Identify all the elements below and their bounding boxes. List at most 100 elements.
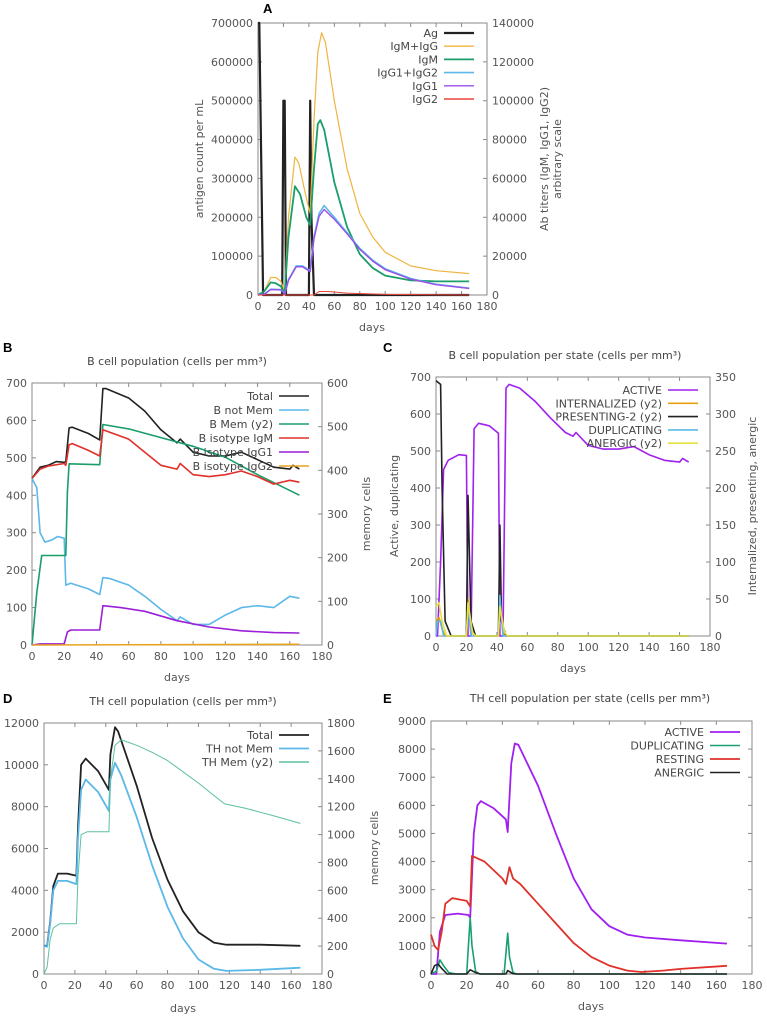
y-tick-label: 6000 [11, 843, 39, 856]
y-tick-label: 2000 [11, 926, 39, 939]
legend-label: PRESENTING-2 (y2) [555, 411, 662, 424]
y-tick-label: 0 [20, 639, 27, 652]
series-line-igg1 [257, 208, 470, 296]
legend-label: TH Mem (y2) [201, 756, 273, 769]
legend-label: IgM [418, 53, 438, 66]
x-axis-label: days [560, 662, 586, 675]
x-tick-label: 160 [669, 641, 690, 654]
legend-label: B isotype IgG1 [193, 446, 273, 459]
series-line-th-not-mem [43, 761, 301, 972]
y-tick-label: 500 [410, 445, 431, 458]
y2-axis-label: Internalized, presenting, anergic [746, 417, 759, 596]
y-tick-label: 200 [410, 556, 431, 569]
x-tick-label: 40 [89, 650, 103, 663]
x-tick-label: 80 [154, 650, 168, 663]
chart-panel-a: A0 20 40 60 80 100 120 140 160 180010000020000030… [193, 1, 564, 334]
x-axis-label: days [578, 1000, 604, 1013]
x-tick-label: 40 [495, 979, 509, 992]
legend-label: Total [246, 729, 273, 742]
legend-label: IgG1 [412, 80, 438, 93]
y2-tick-label: 60000 [492, 172, 527, 185]
legend-label: Ag [423, 27, 438, 40]
series-line-b-isotype-igm [31, 429, 300, 485]
series-line-igg2 [258, 291, 470, 296]
x-tick-label: 100 [183, 650, 204, 663]
legend-label: RESTING [656, 753, 704, 766]
x-tick-label: 140 [250, 979, 271, 992]
y2-tick-label: 0 [327, 639, 334, 652]
y-tick-label: 500 [6, 452, 27, 465]
x-tick-label: 120 [635, 979, 656, 992]
x-tick-label: 0 [41, 979, 48, 992]
x-tick-label: 140 [426, 300, 447, 313]
x-tick-label: 120 [608, 641, 629, 654]
y2-tick-label: 100000 [492, 95, 534, 108]
x-tick-label: 0 [433, 641, 440, 654]
y-tick-label: 7000 [398, 771, 426, 784]
x-tick-label: 180 [742, 979, 763, 992]
y2-tick-label: 0 [492, 289, 499, 302]
x-tick-label: 160 [706, 979, 727, 992]
y-tick-label: 4000 [398, 856, 426, 869]
x-tick-label: 80 [161, 979, 175, 992]
y-tick-label: 3000 [398, 884, 426, 897]
y2-tick-label: 80000 [492, 134, 527, 147]
x-tick-label: 40 [490, 641, 504, 654]
y2-tick-label: 800 [327, 856, 348, 869]
legend-label: B isotype IgG2 [193, 460, 273, 473]
x-tick-label: 80 [567, 979, 581, 992]
x-tick-label: 180 [700, 641, 721, 654]
legend-label: B not Mem [213, 404, 273, 417]
y2-tick-label: 1800 [327, 717, 355, 730]
legend-label: B isotype IgM [199, 432, 273, 445]
x-tick-label: 20 [68, 979, 82, 992]
x-tick-label: 100 [188, 979, 209, 992]
chart-title: B cell population (cells per mm³) [87, 355, 267, 368]
y2-tick-label: 250 [715, 445, 736, 458]
x-tick-label: 100 [578, 641, 599, 654]
y-tick-label: 400 [6, 489, 27, 502]
y2-tick-label: 20000 [492, 250, 527, 263]
y2-tick-label: 1200 [327, 801, 355, 814]
series-line-active [431, 742, 728, 975]
y2-tick-label: 1400 [327, 773, 355, 786]
y-tick-label: 500000 [211, 95, 253, 108]
y-tick-label: 5000 [398, 827, 426, 840]
legend-label: ACTIVE [665, 726, 705, 739]
y2-axis-label: memory cells [360, 477, 373, 551]
legend-label: TH not Mem [205, 743, 273, 756]
panel-label: B [3, 340, 12, 355]
x-tick-label: 60 [130, 979, 144, 992]
series-line-resting [430, 855, 728, 973]
legend-label: Total [246, 390, 273, 403]
x-tick-label: 0 [428, 979, 435, 992]
y2-tick-label: 1600 [327, 745, 355, 758]
y-tick-label: 100 [6, 602, 27, 615]
y-tick-label: 400 [410, 482, 431, 495]
y2-tick-label: 0 [715, 630, 722, 643]
panel-label: D [3, 691, 12, 706]
x-tick-label: 180 [477, 300, 498, 313]
series-line-b-isotype-igg2 [31, 643, 300, 646]
chart-panel-d: D TH cell population (cells per mm³) 0 20 40… [3, 691, 381, 1015]
x-tick-label: 160 [279, 650, 300, 663]
x-tick-label: 160 [451, 300, 472, 313]
panel-label: C [383, 340, 393, 355]
y2-tick-label: 150 [715, 519, 736, 532]
y-tick-label: 2000 [398, 912, 426, 925]
series-line-anergic-y2- [435, 601, 689, 637]
chart-panel-b: B B cell population (cells per mm³) 0 20 40 6… [3, 340, 373, 684]
chart-title: TH cell population per state (cells per … [469, 692, 710, 705]
x-tick-label: 100 [599, 979, 620, 992]
x-tick-label: 80 [551, 641, 565, 654]
x-tick-label: 40 [302, 300, 316, 313]
x-tick-label: 160 [281, 979, 302, 992]
x-tick-label: 20 [57, 650, 71, 663]
y2-tick-label: 300 [715, 408, 736, 421]
x-tick-label: 60 [327, 300, 341, 313]
x-tick-label: 60 [122, 650, 136, 663]
y-tick-label: 100 [410, 593, 431, 606]
legend-label: IgG1+IgG2 [377, 67, 438, 80]
series-line-b-mem-y2- [31, 423, 300, 646]
